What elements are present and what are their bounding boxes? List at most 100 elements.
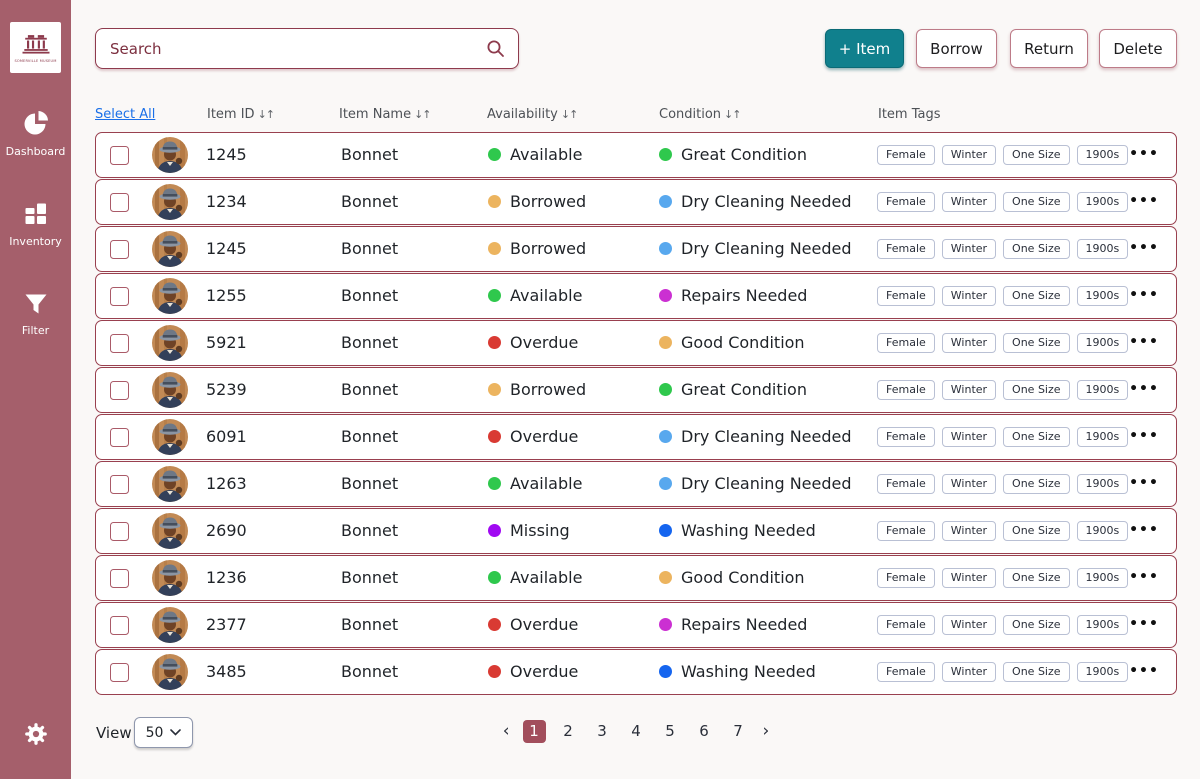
- item-tag[interactable]: 1900s: [1077, 333, 1129, 353]
- item-tag[interactable]: Winter: [942, 427, 996, 447]
- row-checkbox[interactable]: [110, 428, 129, 447]
- row-menu-button[interactable]: •••: [1126, 509, 1162, 552]
- item-tag[interactable]: Female: [877, 145, 935, 165]
- pagination-prev[interactable]: ‹: [501, 720, 512, 743]
- column-header-condition[interactable]: Condition↓↑: [659, 107, 740, 122]
- row-menu-button[interactable]: •••: [1126, 133, 1162, 176]
- item-tag[interactable]: One Size: [1003, 239, 1069, 259]
- item-tag[interactable]: Winter: [942, 145, 996, 165]
- item-tag[interactable]: 1900s: [1077, 662, 1129, 682]
- item-tag[interactable]: Winter: [942, 662, 996, 682]
- item-tag[interactable]: One Size: [1003, 380, 1069, 400]
- row-checkbox[interactable]: [110, 569, 129, 588]
- item-tag[interactable]: Female: [877, 662, 935, 682]
- item-tag[interactable]: 1900s: [1077, 380, 1129, 400]
- row-menu-button[interactable]: •••: [1126, 180, 1162, 223]
- row-checkbox[interactable]: [110, 146, 129, 165]
- item-tag[interactable]: 1900s: [1077, 615, 1129, 635]
- item-tag[interactable]: Female: [877, 239, 935, 259]
- item-tag[interactable]: 1900s: [1077, 239, 1129, 259]
- row-checkbox[interactable]: [110, 287, 129, 306]
- pagination-page[interactable]: 6: [693, 720, 716, 743]
- item-tag[interactable]: One Size: [1003, 474, 1069, 494]
- item-tag[interactable]: One Size: [1003, 568, 1069, 588]
- column-header-item-name[interactable]: Item Name↓↑: [339, 107, 431, 122]
- item-tag[interactable]: 1900s: [1077, 286, 1129, 306]
- borrow-button[interactable]: Borrow: [916, 29, 997, 68]
- item-tag[interactable]: 1900s: [1077, 568, 1129, 588]
- row-menu-button[interactable]: •••: [1126, 415, 1162, 458]
- item-tag[interactable]: Winter: [942, 615, 996, 635]
- item-tag[interactable]: One Size: [1003, 662, 1069, 682]
- row-menu-button[interactable]: •••: [1126, 603, 1162, 646]
- item-tag[interactable]: Winter: [942, 380, 996, 400]
- row-checkbox[interactable]: [110, 240, 129, 259]
- row-checkbox[interactable]: [110, 616, 129, 635]
- pagination-page[interactable]: 7: [727, 720, 750, 743]
- item-tag[interactable]: One Size: [1003, 333, 1069, 353]
- item-photo: [152, 513, 188, 549]
- item-tag[interactable]: Female: [877, 521, 935, 541]
- column-header-availability[interactable]: Availability↓↑: [487, 107, 577, 122]
- row-checkbox[interactable]: [110, 193, 129, 212]
- pagination-page[interactable]: 4: [625, 720, 648, 743]
- settings-button[interactable]: [23, 721, 49, 747]
- item-tag[interactable]: Female: [877, 192, 935, 212]
- item-tag[interactable]: Female: [877, 380, 935, 400]
- item-tag[interactable]: Winter: [942, 192, 996, 212]
- row-menu-button[interactable]: •••: [1126, 556, 1162, 599]
- sidebar-item-dashboard[interactable]: Dashboard: [0, 110, 71, 158]
- item-tag[interactable]: Winter: [942, 333, 996, 353]
- row-menu-button[interactable]: •••: [1126, 321, 1162, 364]
- add-item-button[interactable]: + Item: [825, 29, 904, 68]
- pagination-page[interactable]: 5: [659, 720, 682, 743]
- item-tag[interactable]: 1900s: [1077, 145, 1129, 165]
- select-all-link[interactable]: Select All: [95, 107, 155, 122]
- item-tag[interactable]: Winter: [942, 474, 996, 494]
- item-tag[interactable]: One Size: [1003, 521, 1069, 541]
- item-tag[interactable]: Female: [877, 333, 935, 353]
- column-label: Item Name: [339, 107, 411, 122]
- row-menu-button[interactable]: •••: [1126, 227, 1162, 270]
- sidebar-item-filter[interactable]: Filter: [0, 293, 71, 337]
- item-tag[interactable]: Female: [877, 568, 935, 588]
- pagination-page[interactable]: 1: [523, 720, 546, 743]
- item-tag[interactable]: 1900s: [1077, 521, 1129, 541]
- row-checkbox[interactable]: [110, 475, 129, 494]
- delete-button[interactable]: Delete: [1099, 29, 1177, 68]
- row-menu-button[interactable]: •••: [1126, 368, 1162, 411]
- item-tag[interactable]: Female: [877, 474, 935, 494]
- item-tag[interactable]: One Size: [1003, 427, 1069, 447]
- item-tag[interactable]: Female: [877, 427, 935, 447]
- row-checkbox[interactable]: [110, 381, 129, 400]
- row-checkbox[interactable]: [110, 522, 129, 541]
- pagination-page[interactable]: 2: [557, 720, 580, 743]
- item-tag[interactable]: Winter: [942, 521, 996, 541]
- item-tag[interactable]: Winter: [942, 286, 996, 306]
- sidebar-item-inventory[interactable]: Inventory: [0, 201, 71, 248]
- row-menu-button[interactable]: •••: [1126, 650, 1162, 693]
- pagination: ‹ 1234567 ›: [95, 720, 1177, 743]
- item-tag[interactable]: 1900s: [1077, 474, 1129, 494]
- pagination-next[interactable]: ›: [761, 720, 772, 743]
- row-menu-button[interactable]: •••: [1126, 274, 1162, 317]
- table-row: 1263BonnetAvailableDry Cleaning NeededFe…: [95, 461, 1177, 507]
- row-checkbox[interactable]: [110, 663, 129, 682]
- row-checkbox[interactable]: [110, 334, 129, 353]
- pagination-page[interactable]: 3: [591, 720, 614, 743]
- item-tag[interactable]: Winter: [942, 568, 996, 588]
- item-tag[interactable]: One Size: [1003, 192, 1069, 212]
- item-tag[interactable]: Female: [877, 286, 935, 306]
- search-input[interactable]: [96, 40, 486, 58]
- row-menu-button[interactable]: •••: [1126, 462, 1162, 505]
- item-tag[interactable]: Female: [877, 615, 935, 635]
- item-tag[interactable]: 1900s: [1077, 427, 1129, 447]
- column-header-item-id[interactable]: Item ID↓↑: [207, 107, 274, 122]
- item-tag[interactable]: One Size: [1003, 615, 1069, 635]
- item-tag[interactable]: Winter: [942, 239, 996, 259]
- search-icon[interactable]: [486, 39, 505, 58]
- item-tag[interactable]: 1900s: [1077, 192, 1129, 212]
- item-tag[interactable]: One Size: [1003, 145, 1069, 165]
- item-tag[interactable]: One Size: [1003, 286, 1069, 306]
- return-button[interactable]: Return: [1010, 29, 1088, 68]
